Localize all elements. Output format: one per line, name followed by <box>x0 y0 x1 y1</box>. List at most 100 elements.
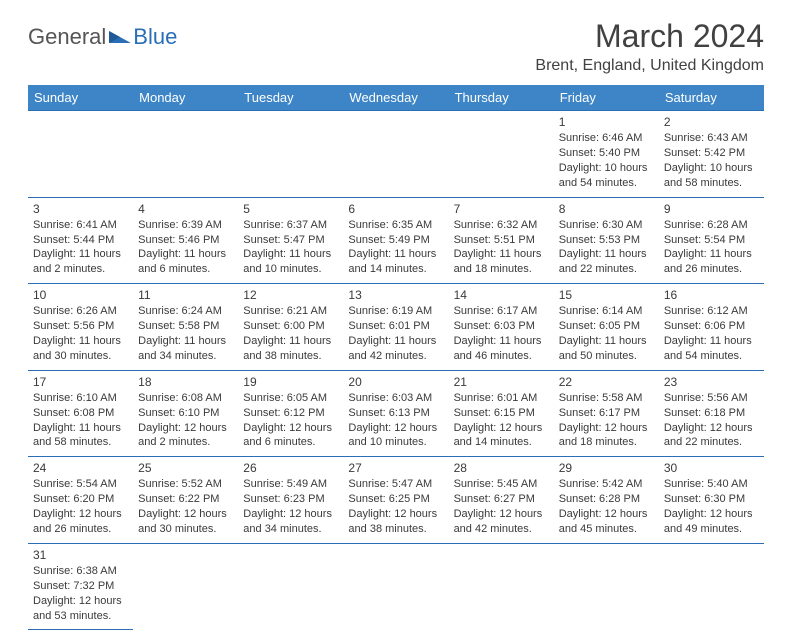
daylight-text: Daylight: 11 hours and 34 minutes. <box>138 334 233 364</box>
sunrise-text: Sunrise: 6:05 AM <box>243 391 338 406</box>
sunrise-text: Sunrise: 6:01 AM <box>454 391 549 406</box>
sunrise-text: Sunrise: 6:17 AM <box>454 304 549 319</box>
sunset-text: Sunset: 5:44 PM <box>33 233 128 248</box>
calendar-cell: 25Sunrise: 5:52 AMSunset: 6:22 PMDayligh… <box>133 457 238 544</box>
daylight-text: Daylight: 12 hours and 22 minutes. <box>664 421 759 451</box>
sunset-text: Sunset: 6:20 PM <box>33 492 128 507</box>
calendar-cell: 15Sunrise: 6:14 AMSunset: 6:05 PMDayligh… <box>554 284 659 371</box>
daylight-text: Daylight: 12 hours and 26 minutes. <box>33 507 128 537</box>
day-number: 31 <box>33 547 128 563</box>
daylight-text: Daylight: 12 hours and 53 minutes. <box>33 594 128 624</box>
calendar-row: 1Sunrise: 6:46 AMSunset: 5:40 PMDaylight… <box>28 111 764 198</box>
sunrise-text: Sunrise: 5:40 AM <box>664 477 759 492</box>
calendar-cell: 22Sunrise: 5:58 AMSunset: 6:17 PMDayligh… <box>554 370 659 457</box>
day-number: 30 <box>664 460 759 476</box>
day-number: 13 <box>348 287 443 303</box>
day-number: 17 <box>33 374 128 390</box>
title-block: March 2024 Brent, England, United Kingdo… <box>535 18 764 75</box>
calendar-cell: 29Sunrise: 5:42 AMSunset: 6:28 PMDayligh… <box>554 457 659 544</box>
day-number: 5 <box>243 201 338 217</box>
calendar-row: 3Sunrise: 6:41 AMSunset: 5:44 PMDaylight… <box>28 197 764 284</box>
logo-text-general: General <box>28 24 106 50</box>
day-number: 15 <box>559 287 654 303</box>
calendar-cell: 17Sunrise: 6:10 AMSunset: 6:08 PMDayligh… <box>28 370 133 457</box>
calendar-cell <box>28 111 133 198</box>
calendar-cell: 27Sunrise: 5:47 AMSunset: 6:25 PMDayligh… <box>343 457 448 544</box>
calendar-cell: 16Sunrise: 6:12 AMSunset: 6:06 PMDayligh… <box>659 284 764 371</box>
day-number: 11 <box>138 287 233 303</box>
calendar-cell: 28Sunrise: 5:45 AMSunset: 6:27 PMDayligh… <box>449 457 554 544</box>
calendar-cell <box>554 543 659 630</box>
sunset-text: Sunset: 6:25 PM <box>348 492 443 507</box>
sunrise-text: Sunrise: 6:32 AM <box>454 218 549 233</box>
sunrise-text: Sunrise: 5:56 AM <box>664 391 759 406</box>
sunrise-text: Sunrise: 6:26 AM <box>33 304 128 319</box>
sunrise-text: Sunrise: 5:47 AM <box>348 477 443 492</box>
sunset-text: Sunset: 5:46 PM <box>138 233 233 248</box>
daylight-text: Daylight: 12 hours and 2 minutes. <box>138 421 233 451</box>
day-number: 19 <box>243 374 338 390</box>
weekday-header: Sunday <box>28 85 133 111</box>
sunrise-text: Sunrise: 6:14 AM <box>559 304 654 319</box>
sunrise-text: Sunrise: 6:21 AM <box>243 304 338 319</box>
calendar-cell <box>343 111 448 198</box>
logo-text-blue: Blue <box>133 24 177 50</box>
weekday-header: Friday <box>554 85 659 111</box>
logo-triangle-icon <box>109 27 131 48</box>
day-number: 27 <box>348 460 443 476</box>
day-number: 1 <box>559 114 654 130</box>
daylight-text: Daylight: 11 hours and 54 minutes. <box>664 334 759 364</box>
sunrise-text: Sunrise: 6:41 AM <box>33 218 128 233</box>
calendar-cell: 7Sunrise: 6:32 AMSunset: 5:51 PMDaylight… <box>449 197 554 284</box>
calendar-cell: 26Sunrise: 5:49 AMSunset: 6:23 PMDayligh… <box>238 457 343 544</box>
location-text: Brent, England, United Kingdom <box>535 57 764 75</box>
day-number: 16 <box>664 287 759 303</box>
sunset-text: Sunset: 6:15 PM <box>454 406 549 421</box>
day-number: 9 <box>664 201 759 217</box>
daylight-text: Daylight: 11 hours and 14 minutes. <box>348 247 443 277</box>
day-number: 22 <box>559 374 654 390</box>
daylight-text: Daylight: 12 hours and 30 minutes. <box>138 507 233 537</box>
weekday-header: Saturday <box>659 85 764 111</box>
calendar-row: 24Sunrise: 5:54 AMSunset: 6:20 PMDayligh… <box>28 457 764 544</box>
day-number: 25 <box>138 460 233 476</box>
header: General Blue March 2024 Brent, England, … <box>28 18 764 75</box>
daylight-text: Daylight: 11 hours and 30 minutes. <box>33 334 128 364</box>
sunset-text: Sunset: 6:27 PM <box>454 492 549 507</box>
weekday-header: Tuesday <box>238 85 343 111</box>
sunrise-text: Sunrise: 6:28 AM <box>664 218 759 233</box>
calendar-cell: 19Sunrise: 6:05 AMSunset: 6:12 PMDayligh… <box>238 370 343 457</box>
day-number: 24 <box>33 460 128 476</box>
calendar-cell: 1Sunrise: 6:46 AMSunset: 5:40 PMDaylight… <box>554 111 659 198</box>
day-number: 2 <box>664 114 759 130</box>
daylight-text: Daylight: 11 hours and 10 minutes. <box>243 247 338 277</box>
daylight-text: Daylight: 11 hours and 42 minutes. <box>348 334 443 364</box>
sunset-text: Sunset: 5:40 PM <box>559 146 654 161</box>
day-number: 12 <box>243 287 338 303</box>
calendar-cell <box>659 543 764 630</box>
sunset-text: Sunset: 5:47 PM <box>243 233 338 248</box>
sunrise-text: Sunrise: 6:37 AM <box>243 218 338 233</box>
sunrise-text: Sunrise: 6:03 AM <box>348 391 443 406</box>
calendar-cell: 14Sunrise: 6:17 AMSunset: 6:03 PMDayligh… <box>449 284 554 371</box>
calendar-cell: 23Sunrise: 5:56 AMSunset: 6:18 PMDayligh… <box>659 370 764 457</box>
day-number: 23 <box>664 374 759 390</box>
daylight-text: Daylight: 12 hours and 49 minutes. <box>664 507 759 537</box>
day-number: 8 <box>559 201 654 217</box>
day-number: 20 <box>348 374 443 390</box>
sunrise-text: Sunrise: 5:45 AM <box>454 477 549 492</box>
calendar-cell <box>238 543 343 630</box>
calendar-cell: 3Sunrise: 6:41 AMSunset: 5:44 PMDaylight… <box>28 197 133 284</box>
calendar-row: 10Sunrise: 6:26 AMSunset: 5:56 PMDayligh… <box>28 284 764 371</box>
calendar-cell: 24Sunrise: 5:54 AMSunset: 6:20 PMDayligh… <box>28 457 133 544</box>
calendar-table: Sunday Monday Tuesday Wednesday Thursday… <box>28 85 764 630</box>
calendar-cell <box>343 543 448 630</box>
day-number: 21 <box>454 374 549 390</box>
calendar-row: 31Sunrise: 6:38 AMSunset: 7:32 PMDayligh… <box>28 543 764 630</box>
sunset-text: Sunset: 5:51 PM <box>454 233 549 248</box>
sunset-text: Sunset: 6:06 PM <box>664 319 759 334</box>
daylight-text: Daylight: 11 hours and 38 minutes. <box>243 334 338 364</box>
sunset-text: Sunset: 6:03 PM <box>454 319 549 334</box>
calendar-body: 1Sunrise: 6:46 AMSunset: 5:40 PMDaylight… <box>28 111 764 630</box>
weekday-header: Monday <box>133 85 238 111</box>
